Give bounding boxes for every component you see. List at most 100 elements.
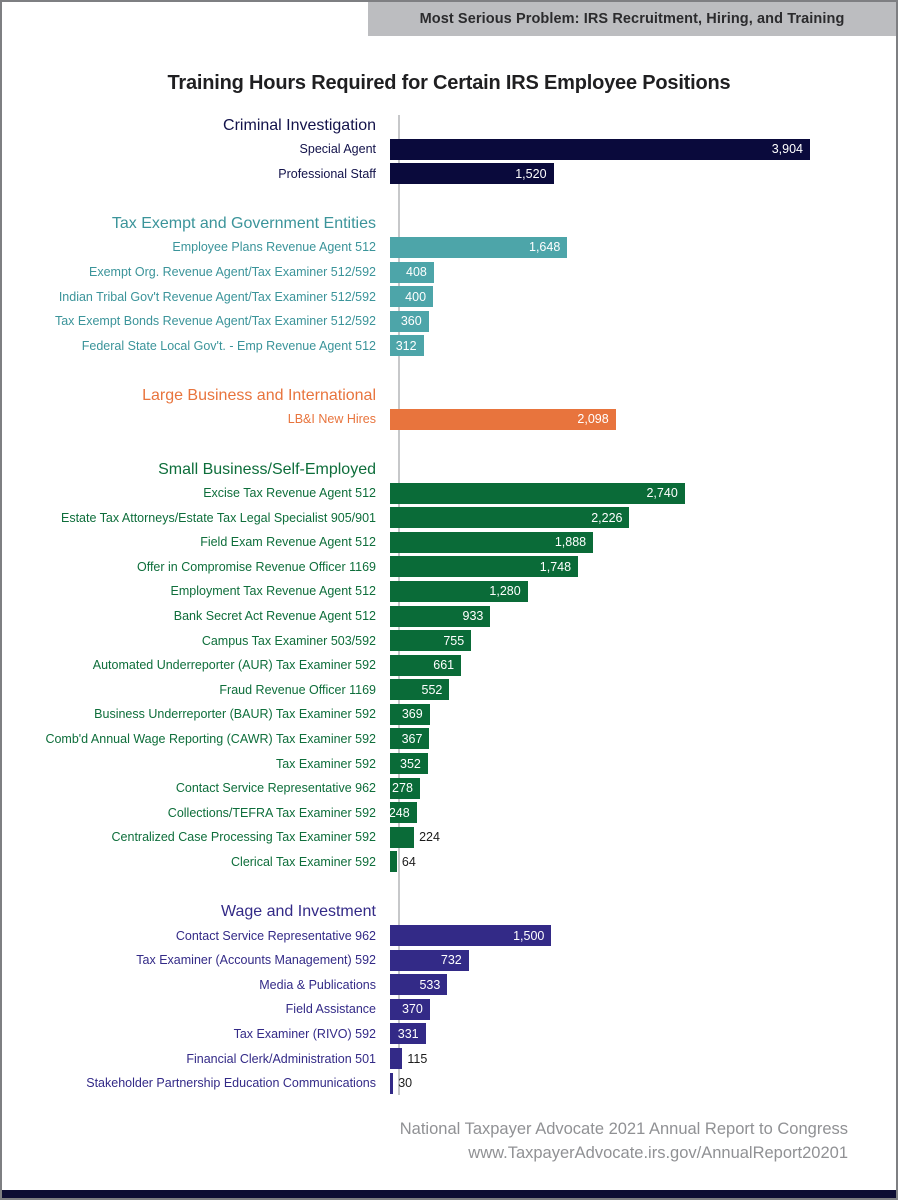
- bar-row: Employment Tax Revenue Agent 512 1,280: [2, 579, 896, 604]
- bar-label: Special Agent: [299, 142, 376, 157]
- bar-value: 2,226: [591, 510, 623, 525]
- bar-row: Collections/TEFRA Tax Examiner 592 248: [2, 800, 896, 825]
- bar-label: Business Underreporter (BAUR) Tax Examin…: [94, 707, 376, 722]
- bar-row: Campus Tax Examiner 503/592 755: [2, 628, 896, 653]
- bar-value: 2,098: [577, 412, 609, 427]
- bar-label: Tax Examiner 592: [275, 756, 376, 771]
- bar: 1,500: [390, 925, 552, 947]
- group-header-label: Small Business/Self-Employed: [158, 460, 376, 478]
- bar: [390, 1072, 394, 1094]
- bar-value: 661: [433, 658, 455, 673]
- bar-value: 1,520: [515, 166, 547, 181]
- bar-row: LB&I New Hires 2,098: [2, 407, 896, 432]
- bar-label: Tax Exempt Bonds Revenue Agent/Tax Exami…: [54, 314, 376, 329]
- bar-row: Business Underreporter (BAUR) Tax Examin…: [2, 702, 896, 727]
- bar-value: 370: [401, 1002, 423, 1017]
- bar-label: Offer in Compromise Revenue Officer 1169: [136, 559, 376, 574]
- banner-text: Most Serious Problem: IRS Recruitment, H…: [419, 11, 845, 27]
- bar: [390, 851, 397, 873]
- bar: 1,280: [390, 580, 528, 602]
- bar-row: Field Exam Revenue Agent 512 1,888: [2, 530, 896, 555]
- bar-value: 1,280: [489, 584, 521, 599]
- bar-row: Clerical Tax Examiner 592 64: [2, 850, 896, 875]
- bar-value: 732: [440, 953, 462, 968]
- bar-label: LB&I New Hires: [287, 412, 376, 427]
- bar-row: Tax Exempt Bonds Revenue Agent/Tax Exami…: [2, 309, 896, 334]
- bar: 933: [390, 605, 491, 627]
- axis-line: [398, 115, 400, 1096]
- chart-group: Small Business/Self-Employed Excise Tax R…: [2, 459, 896, 875]
- bar: 552: [390, 679, 450, 701]
- source-url: www.TaxpayerAdvocate.irs.gov/AnnualRepor…: [468, 1144, 848, 1163]
- group-header-label: Wage and Investment: [220, 903, 376, 921]
- bar-row: Tax Examiner (RIVO) 592 331: [2, 1022, 896, 1047]
- bar: 278: [390, 777, 420, 799]
- bar-label: Clerical Tax Examiner 592: [231, 854, 376, 869]
- bar-row: Comb'd Annual Wage Reporting (CAWR) Tax …: [2, 727, 896, 752]
- bar-value: 552: [421, 682, 443, 697]
- bar: 661: [390, 654, 462, 676]
- group-header-label: Tax Exempt and Government Entities: [111, 215, 376, 233]
- bar-label: Tax Examiner (RIVO) 592: [233, 1026, 376, 1041]
- bar-value: 248: [388, 805, 410, 820]
- bar-label: Campus Tax Examiner 503/592: [201, 633, 376, 648]
- bar-value: 352: [400, 756, 421, 771]
- bar: 1,748: [390, 556, 579, 578]
- bar-label: Excise Tax Revenue Agent 512: [203, 486, 376, 501]
- bar-label: Fraud Revenue Officer 1169: [219, 682, 376, 697]
- bar-label: Field Exam Revenue Agent 512: [200, 535, 376, 550]
- bar-row: Excise Tax Revenue Agent 512 2,740: [2, 481, 896, 506]
- bar-row: Federal State Local Gov't. - Emp Revenue…: [2, 334, 896, 359]
- chart-title: Training Hours Required for Certain IRS …: [167, 72, 731, 94]
- bar-label: Federal State Local Gov't. - Emp Revenue…: [81, 338, 376, 353]
- bar: 370: [390, 998, 430, 1020]
- bar-row: Stakeholder Partnership Education Commun…: [2, 1071, 896, 1096]
- bar-label: Estate Tax Attorneys/Estate Tax Legal Sp…: [60, 510, 376, 525]
- bar-row: Tax Examiner (Accounts Management) 592 73…: [2, 948, 896, 973]
- bar-row: Fraud Revenue Officer 1169 552: [2, 678, 896, 703]
- bar-value: 30: [398, 1076, 413, 1091]
- bar-value: 1,500: [513, 928, 545, 943]
- bar-label: Collections/TEFRA Tax Examiner 592: [167, 805, 376, 820]
- bar: 312: [390, 335, 424, 357]
- bar: 408: [390, 261, 434, 283]
- bar: 3,904: [390, 138, 810, 160]
- chart-group: Tax Exempt and Government Entities Employ…: [2, 213, 896, 358]
- bar-value: 369: [401, 707, 423, 722]
- chart-group: Wage and Investment Contact Service Repre…: [2, 901, 896, 1095]
- bar-label: Comb'd Annual Wage Reporting (CAWR) Tax …: [45, 731, 376, 746]
- bar-value: 933: [462, 609, 484, 624]
- bar-value: 533: [419, 977, 441, 992]
- report-section-banner: Most Serious Problem: IRS Recruitment, H…: [368, 2, 896, 36]
- bar-value: 1,748: [539, 559, 572, 574]
- bar: 400: [390, 286, 434, 308]
- group-header-label: Large Business and International: [142, 387, 376, 405]
- bar: 360: [390, 310, 429, 332]
- bar-label: Professional Staff: [278, 166, 376, 181]
- bar-value: 367: [401, 731, 423, 746]
- bar: 533: [390, 974, 448, 996]
- bar-value: 2,740: [646, 486, 678, 501]
- bar-value: 278: [392, 781, 413, 796]
- bar-row: Contact Service Representative 962 1,500: [2, 923, 896, 948]
- bar-row: Employee Plans Revenue Agent 512 1,648: [2, 235, 896, 260]
- bar: 2,098: [390, 408, 616, 430]
- bar-value: 312: [395, 338, 417, 353]
- bar-row: Special Agent 3,904: [2, 137, 896, 162]
- bar-label: Contact Service Representative 962: [175, 781, 376, 796]
- bar-row: Contact Service Representative 962 278: [2, 776, 896, 801]
- bar: [390, 826, 415, 848]
- bar: 2,740: [390, 482, 685, 504]
- bar-value: 3,904: [771, 142, 803, 157]
- bar-value: 331: [397, 1026, 419, 1041]
- bar-row: Bank Secret Act Revenue Agent 512 933: [2, 604, 896, 629]
- chart-group: Large Business and International LB&I New…: [2, 385, 896, 432]
- bar: 367: [390, 728, 430, 750]
- bottom-border-strip: [2, 1190, 896, 1198]
- source-attribution: National Taxpayer Advocate 2021 Annual R…: [400, 1118, 848, 1166]
- bar-value: 115: [407, 1051, 428, 1066]
- bar-label: Exempt Org. Revenue Agent/Tax Examiner 5…: [89, 265, 376, 280]
- bar-row: Financial Clerk/Administration 501 115: [2, 1046, 896, 1071]
- bar: 1,648: [390, 236, 568, 258]
